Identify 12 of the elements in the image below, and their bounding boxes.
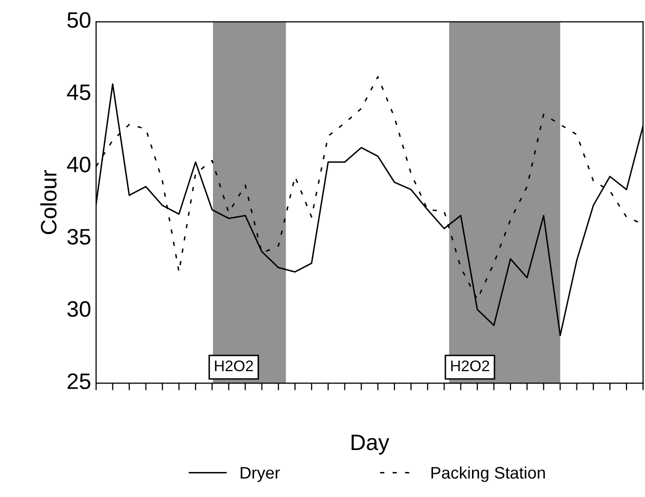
y-tick-label: 50 — [67, 12, 90, 28]
y-tick-label: 25 — [68, 373, 90, 390]
legend-label: Packing Station — [431, 466, 545, 482]
annotation: H2O2 — [215, 360, 253, 372]
y-tick-label: 45 — [67, 84, 90, 100]
y-axis-title: Colour — [40, 170, 57, 234]
annotation: H2O2 — [451, 360, 490, 372]
y-tick-label: 40 — [67, 156, 90, 172]
legend-label: Dryer — [240, 467, 280, 482]
y-tick-label: 30 — [67, 301, 90, 317]
y-tick-label: 35 — [67, 228, 90, 245]
x-axis-title: Day — [352, 434, 390, 455]
